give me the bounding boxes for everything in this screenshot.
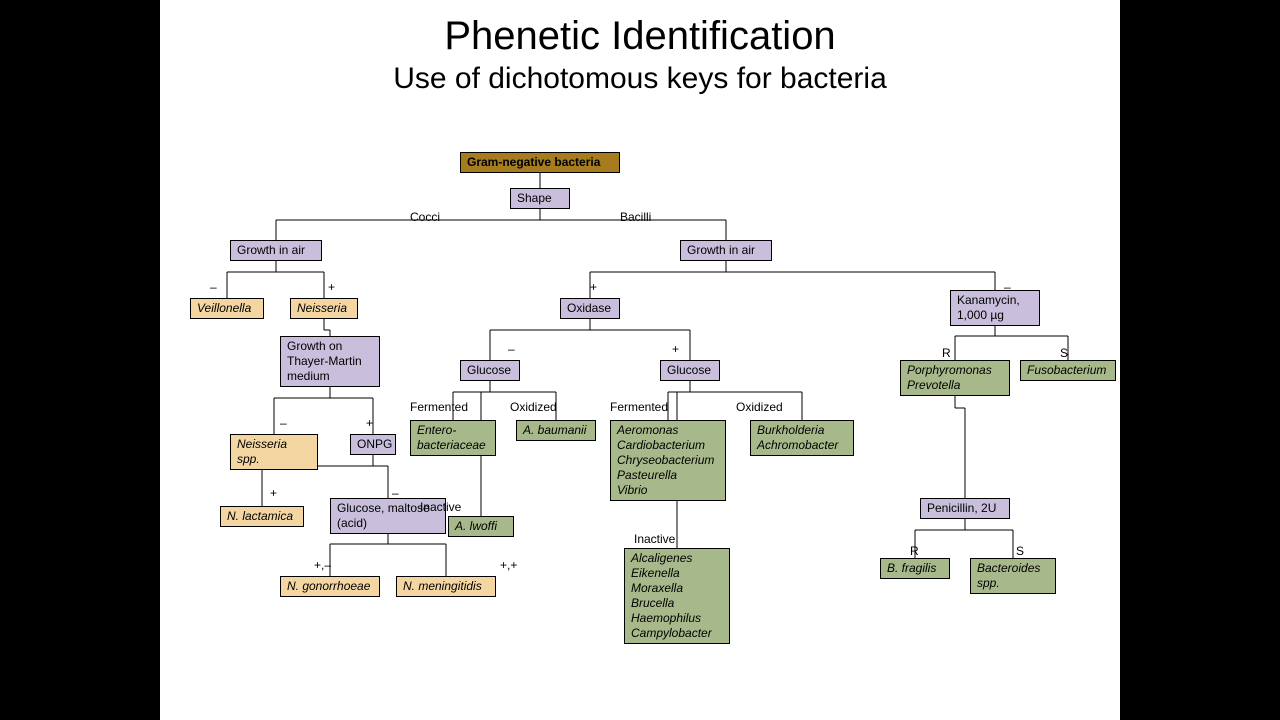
branch-label: Cocci (410, 210, 440, 224)
branch-label: S (1060, 346, 1068, 360)
branch-label: S (1016, 544, 1024, 558)
node-neiss: Neisseria (290, 298, 358, 319)
node-ngono: N. gonorrhoeae (280, 576, 380, 597)
branch-label: – (210, 280, 217, 294)
node-gair_r: Growth in air (680, 240, 772, 261)
node-burk: BurkholderiaAchromobacter (750, 420, 854, 456)
branch-label: – (508, 342, 515, 356)
node-bfrag: B. fragilis (880, 558, 950, 579)
branch-label: Inactive (634, 532, 675, 546)
node-entero: Entero-bacteriaceae (410, 420, 496, 456)
branch-label: + (270, 486, 277, 500)
branch-label: + (590, 280, 597, 294)
node-fuso: Fusobacterium (1020, 360, 1116, 381)
branch-label: Bacilli (620, 210, 651, 224)
node-alcali: AlcaligenesEikenellaMoraxellaBrucellaHae… (624, 548, 730, 644)
branch-label: R (942, 346, 951, 360)
branch-label: Oxidized (510, 400, 557, 414)
node-shape: Shape (510, 188, 570, 209)
node-porph: PorphyromonasPrevotella (900, 360, 1010, 396)
node-onpg: ONPG (350, 434, 396, 455)
branch-label: +,+ (500, 558, 517, 572)
node-aeromix: AeromonasCardiobacteriumChryseobacterium… (610, 420, 726, 501)
branch-label: R (910, 544, 919, 558)
branch-label: +,– (314, 558, 331, 572)
branch-label: Fermented (410, 400, 468, 414)
node-penic: Penicillin, 2U (920, 498, 1010, 519)
node-kana: Kanamycin,1,000 µg (950, 290, 1040, 326)
node-gair_l: Growth in air (230, 240, 322, 261)
node-tmartin: Growth onThayer-Martinmedium (280, 336, 380, 387)
branch-label: + (672, 342, 679, 356)
branch-label: – (392, 486, 399, 500)
branch-label: + (328, 280, 335, 294)
node-root: Gram-negative bacteria (460, 152, 620, 173)
node-nmening: N. meningitidis (396, 576, 496, 597)
node-veil: Veillonella (190, 298, 264, 319)
node-bactspp: Bacteroidesspp. (970, 558, 1056, 594)
slide: Phenetic Identification Use of dichotomo… (160, 0, 1120, 720)
branch-label: Fermented (610, 400, 668, 414)
branch-label: Inactive (420, 500, 461, 514)
node-nlact: N. lactamica (220, 506, 304, 527)
branch-label: – (1004, 280, 1011, 294)
node-gluc_r: Glucose (660, 360, 720, 381)
node-neispp: Neisseria spp. (230, 434, 318, 470)
node-abaum: A. baumanii (516, 420, 596, 441)
branch-label: Oxidized (736, 400, 783, 414)
branch-label: + (366, 416, 373, 430)
node-gluc_l: Glucose (460, 360, 520, 381)
node-oxidase: Oxidase (560, 298, 620, 319)
branch-label: – (280, 416, 287, 430)
node-alwoffi: A. lwoffi (448, 516, 514, 537)
